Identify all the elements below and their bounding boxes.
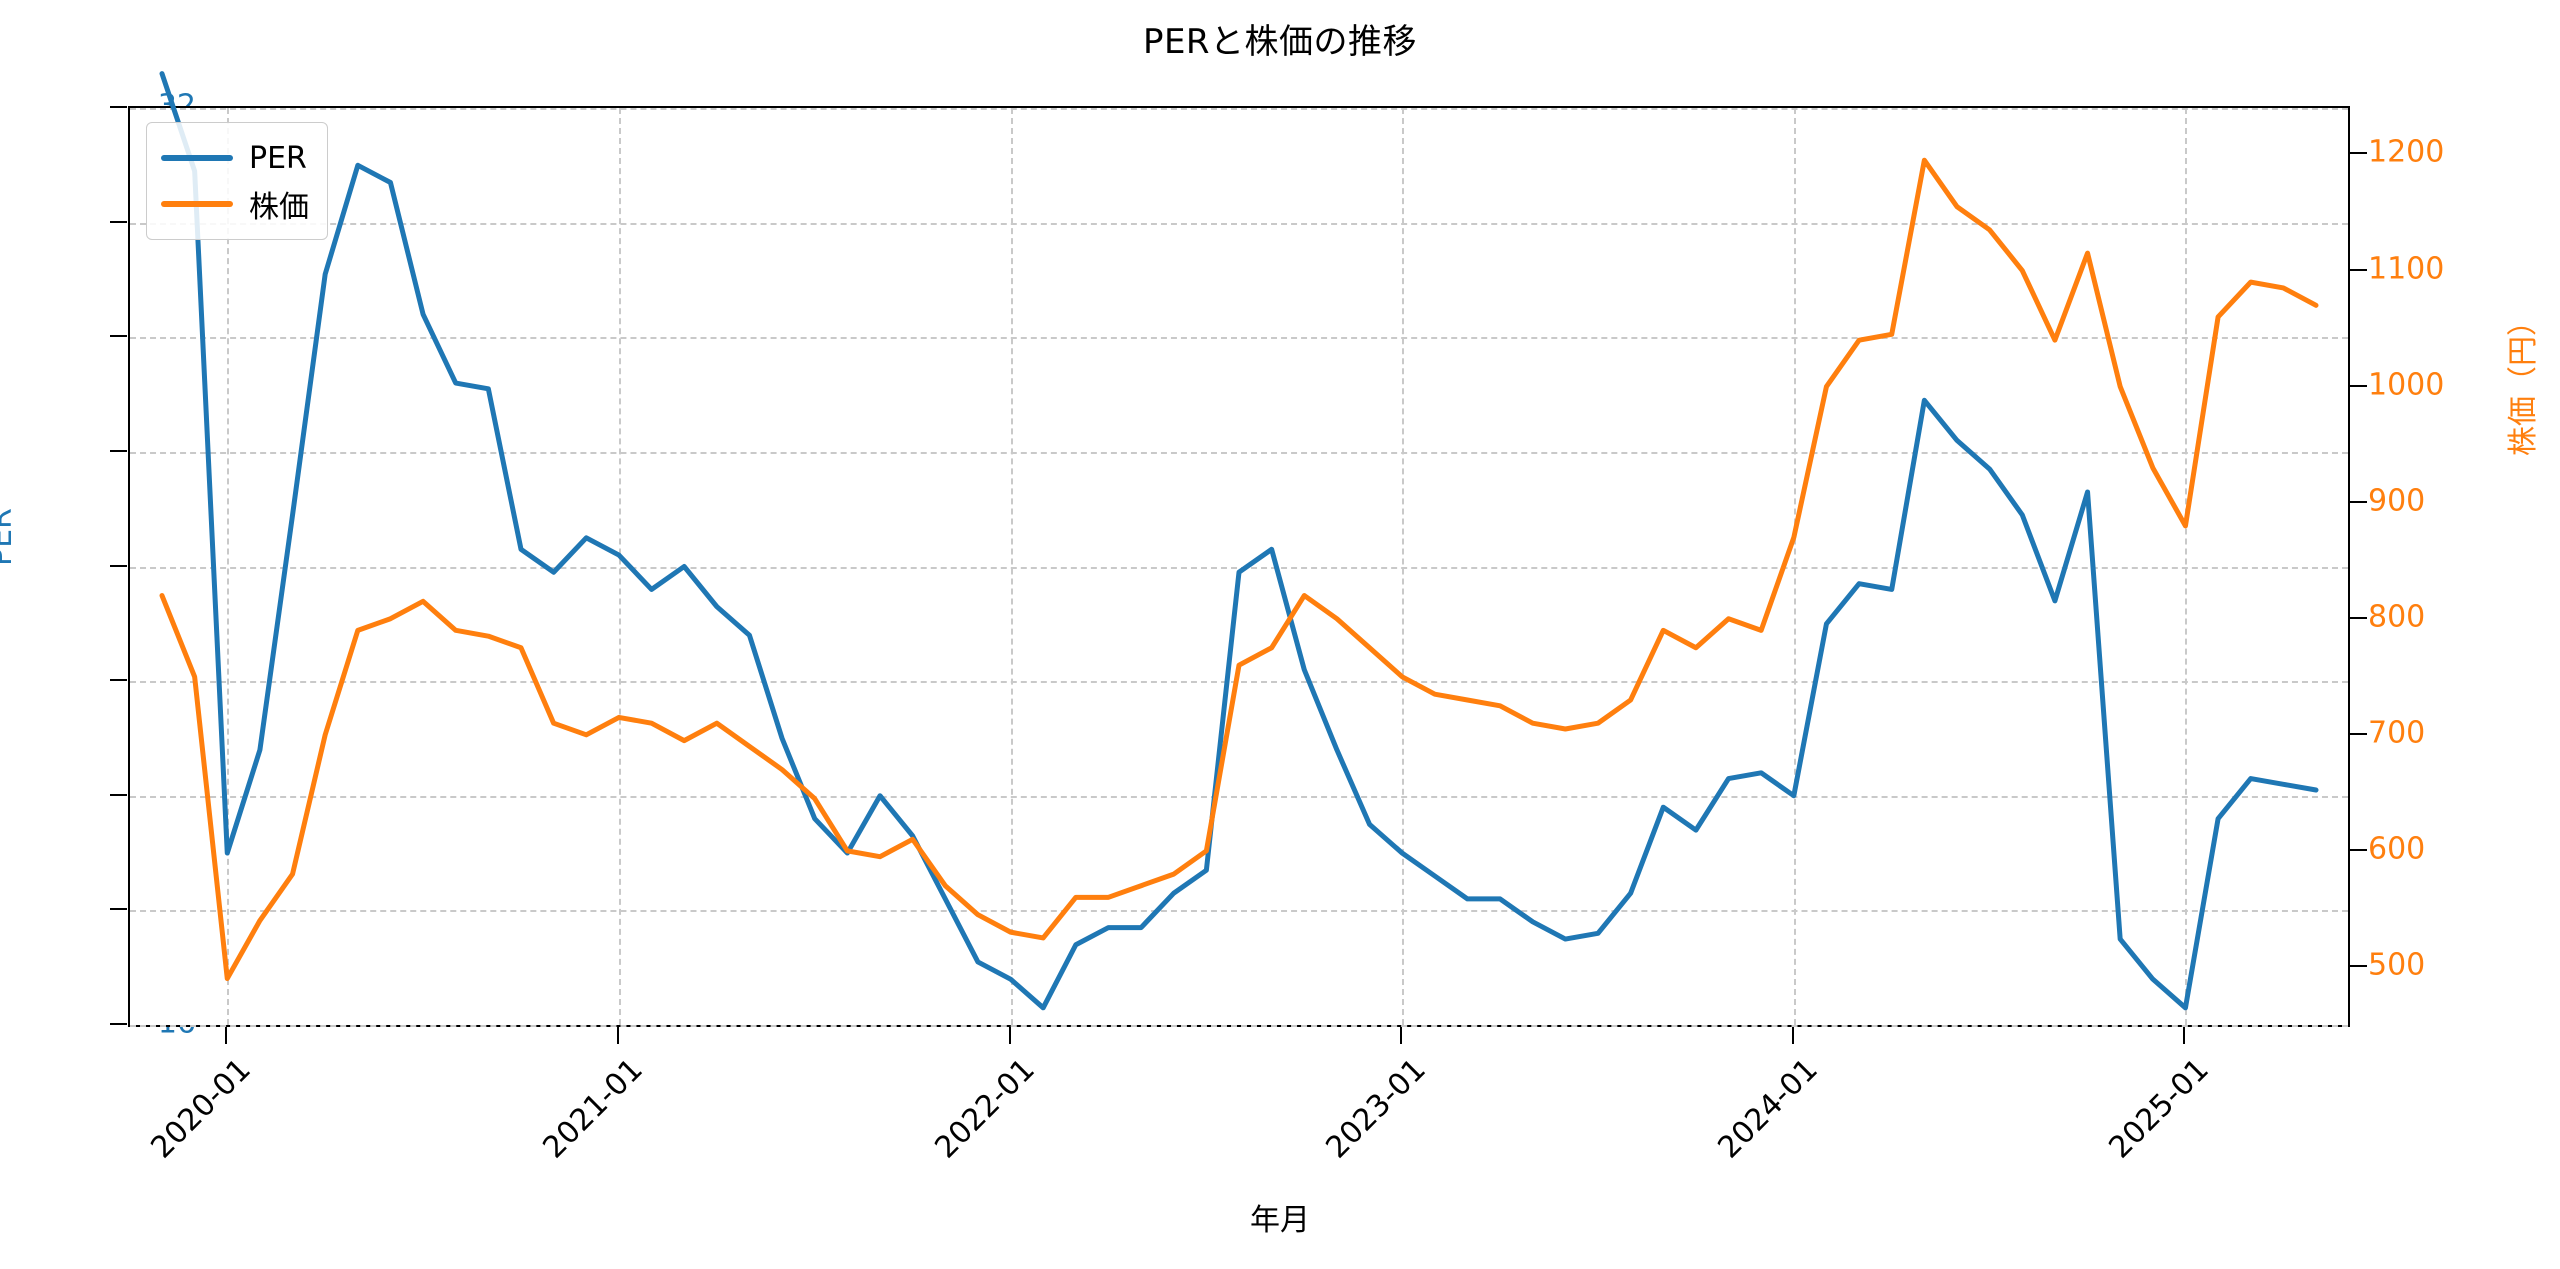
gridline-horizontal [130,1025,2348,1027]
series-line-per [159,71,2319,1011]
y-axis-left-tick-mark [110,908,127,911]
x-axis-tick-mark [1791,1027,1794,1044]
x-axis-tick-label: 2023-01 [1319,1052,1433,1166]
y-axis-left-tick-mark [110,220,127,223]
y-axis-right-tick-mark [2350,152,2367,155]
legend-swatch-per [161,155,233,161]
y-axis-right-tick-label: 1100 [2368,251,2445,286]
y-axis-right-tick-label: 800 [2368,599,2426,635]
y-axis-right-tick-mark [2350,964,2367,967]
x-axis-tick-label: 2025-01 [2102,1052,2217,1166]
y-axis-right-tick-mark [2350,384,2367,387]
x-axis-tick-mark [616,1027,619,1044]
x-axis-tick-label: 2021-01 [536,1052,650,1166]
x-axis-tick-mark [2183,1027,2186,1044]
x-axis-tick-mark [1008,1027,1011,1044]
chart-title: PERと株価の推移 [1142,22,1418,62]
legend-item-per[interactable]: PER [161,135,309,181]
x-axis-tick-label: 2020-01 [144,1052,259,1166]
y-axis-left-tick-mark [110,564,127,567]
x-axis-tick-label: 2024-01 [1711,1052,1825,1166]
y-axis-right-tick-mark [2350,500,2367,503]
y-axis-right-tick-label: 1000 [2368,367,2445,403]
y-axis-right-tick-mark [2350,616,2367,619]
y-axis-left-tick-mark [110,335,127,338]
series-line-stock-price [159,157,2319,982]
x-axis-tick-label: 2022-01 [927,1052,1042,1166]
plot-area [128,71,2350,1027]
legend-label-per: PER [249,140,307,176]
y-axis-right-tick-mark [2350,848,2367,851]
y-axis-left-tick-mark [110,793,127,796]
x-axis-tick-mark [1400,1027,1403,1044]
y-axis-left-tick-mark [110,106,127,108]
y-axis-right-tick-mark [2350,268,2367,271]
legend-item-stock-price[interactable]: 株価 [161,181,309,227]
y-axis-left-label: PER [0,508,19,566]
legend-label-stock-price: 株価 [249,190,309,225]
y-axis-right-tick-label: 900 [2368,483,2426,519]
legend-swatch-stock-price [161,201,233,207]
y-axis-right-tick-label: 1200 [2368,134,2445,170]
y-axis-right-tick-mark [2350,732,2367,735]
x-axis-label: 年月 [1250,1203,1310,1238]
x-axis-tick-mark [225,1027,228,1044]
y-axis-left-tick-mark [110,449,127,452]
y-axis-right-tick-label: 600 [2368,831,2426,867]
legend: PER 株価 [146,122,328,240]
y-axis-left-tick-mark [110,1023,127,1025]
y-axis-right-tick-label: 500 [2368,947,2426,983]
y-axis-left-tick-mark [110,679,127,682]
series-lines [159,71,2319,1011]
y-axis-right-tick-label: 700 [2368,715,2426,751]
